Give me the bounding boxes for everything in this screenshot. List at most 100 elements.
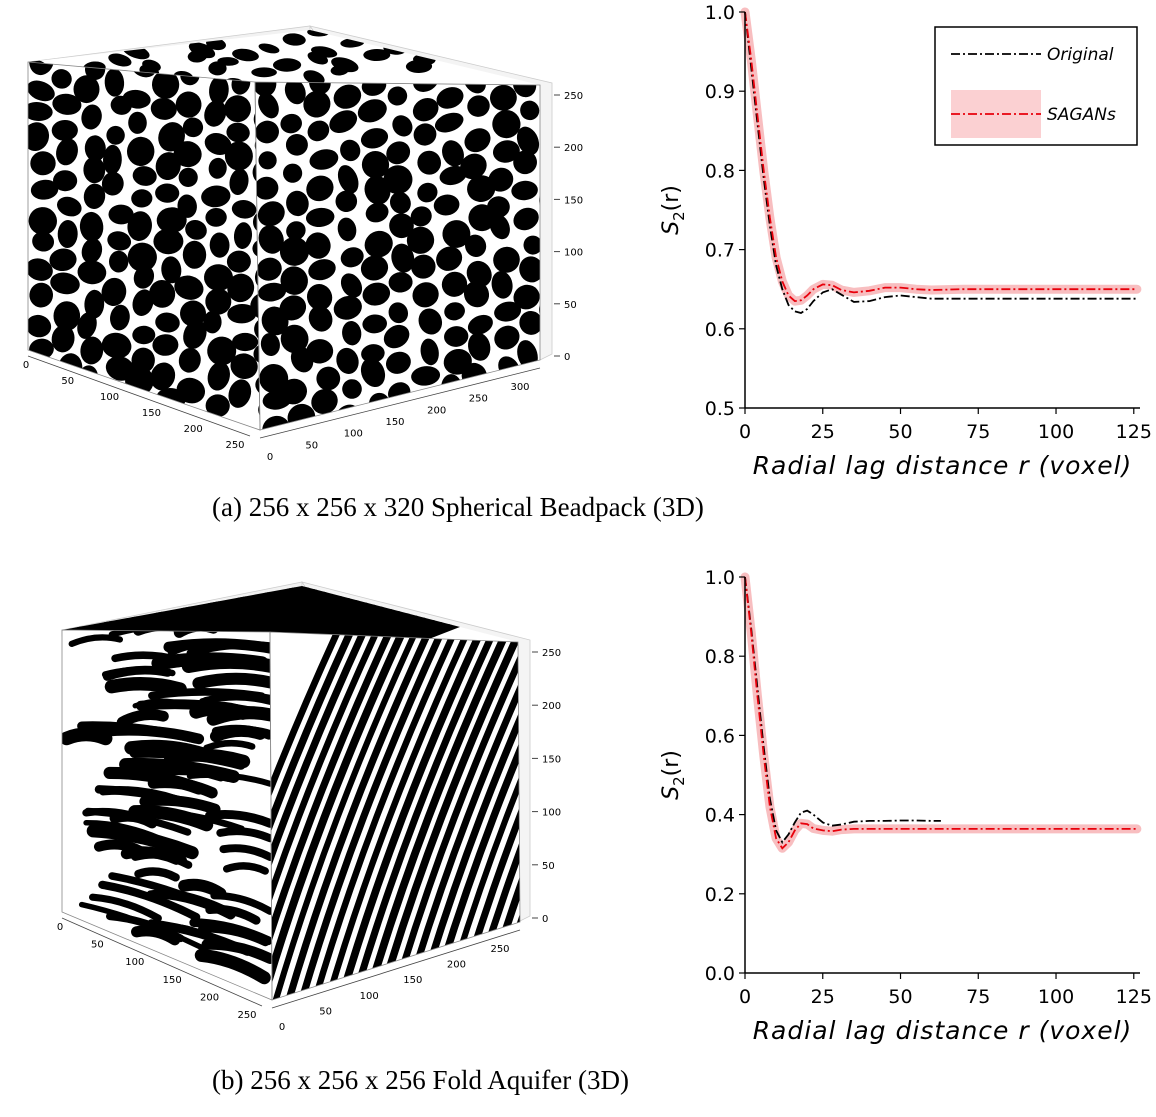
bead-blob (383, 324, 410, 349)
bead-blob (178, 347, 201, 373)
fold-stripe (543, 622, 610, 1020)
bead-blob (306, 284, 333, 311)
fold-streak (210, 891, 272, 915)
beadpack-s2-chart: 0 25 50 75 100 125 0.5 0.6 0.7 0.8 0.9 1.0 Radial la… (640, 0, 1156, 490)
bead-blob (49, 248, 77, 272)
x-axis-label: Radial lag distance r (voxel) (753, 1016, 1133, 1045)
bead-blob (29, 282, 54, 308)
bead-blob (453, 39, 476, 53)
bead-blob (467, 95, 490, 117)
fold-stripe (270, 632, 372, 1000)
bead-blob (549, 453, 578, 470)
bead-blob (360, 358, 386, 388)
bead-blob (51, 325, 75, 353)
bead-blob (362, 282, 391, 306)
bead-blob (285, 133, 308, 156)
y-tick-label: 250 (490, 944, 509, 955)
bead-blob (316, 418, 342, 430)
bead-blob (257, 201, 285, 227)
bead-blob (282, 163, 303, 183)
bead-blob (383, 165, 413, 195)
bead-blob (420, 338, 439, 366)
x-tick-label: 100 (1038, 421, 1074, 443)
bead-blob (396, 429, 419, 430)
x-tick-label: 100 (125, 957, 144, 968)
bead-blob (484, 50, 515, 62)
bead-blob (84, 135, 106, 162)
bead-blob (258, 225, 284, 254)
bead-blob (492, 140, 520, 163)
fold-streak (104, 677, 187, 696)
bead-blob (226, 250, 251, 273)
bead-blob (32, 231, 55, 252)
bead-blob (439, 165, 467, 186)
bead-blob (522, 42, 540, 55)
fold-stripe (530, 622, 610, 1020)
bead-blob (84, 289, 105, 319)
bead-blob (463, 281, 490, 308)
cube-face-right (255, 82, 578, 470)
bead-blob (468, 332, 491, 361)
y-tick-label: 100 (344, 429, 363, 440)
fold-streak (178, 878, 227, 900)
bead-blob (516, 126, 540, 156)
bead-blob (388, 302, 409, 324)
sagans-band (740, 572, 1142, 853)
bead-blob (209, 76, 229, 105)
bead-blob (439, 454, 467, 470)
fold-stripe (270, 632, 359, 1000)
bead-blob (279, 378, 307, 405)
bead-blob (330, 65, 349, 76)
bead-blob (180, 300, 206, 327)
bead-blob (152, 334, 179, 356)
bead-blob (306, 339, 334, 364)
bead-blob (148, 280, 176, 308)
bead-blob (460, 153, 487, 180)
bead-blob (279, 295, 307, 321)
fold-streak (203, 739, 256, 752)
bead-blob (280, 266, 308, 295)
bead-blob (132, 166, 157, 186)
bead-blob (421, 30, 445, 42)
fold-stripe (270, 632, 423, 1000)
bead-blob (493, 246, 520, 273)
bead-blob (57, 196, 82, 217)
bead-blob (470, 417, 491, 430)
y-tick-label: 150 (403, 975, 422, 986)
y-axis-line (259, 367, 541, 439)
fold-streak (108, 630, 196, 638)
bead-blob (548, 408, 576, 436)
z-tick-label: 150 (564, 195, 583, 206)
bead-blob (106, 125, 125, 145)
bead-blob (496, 30, 519, 38)
fold-streak (68, 634, 123, 647)
y-axis-label: S2(r) (659, 750, 688, 800)
bead-blob (466, 260, 492, 288)
fold-stripe (608, 622, 610, 1020)
x-tick-label: 50 (61, 376, 74, 387)
bead-blob (205, 288, 232, 315)
bead-blob (127, 211, 152, 241)
bead-blob (519, 420, 540, 430)
x-axis-line (61, 917, 263, 1007)
z-tick-label: 150 (542, 754, 561, 765)
fold-streak (211, 724, 272, 740)
bead-blob (525, 395, 540, 422)
fold-streak (86, 824, 199, 860)
bead-blob (520, 100, 540, 121)
fold-streak (163, 748, 251, 769)
fold-streak (62, 727, 113, 746)
bead-blob (133, 265, 155, 289)
bead-blob (361, 151, 390, 179)
bead-blob (29, 62, 55, 76)
bead-blob (207, 361, 230, 391)
bead-blob (386, 141, 411, 165)
bead-blob (185, 219, 207, 240)
bead-blob (101, 332, 132, 359)
bead-blob (281, 459, 310, 470)
y-tick-label: 0.2 (705, 884, 735, 906)
bead-blob (519, 310, 540, 335)
bead-blob (173, 141, 202, 168)
y-tick-label: 0.9 (705, 81, 735, 103)
bead-blob (280, 113, 302, 134)
